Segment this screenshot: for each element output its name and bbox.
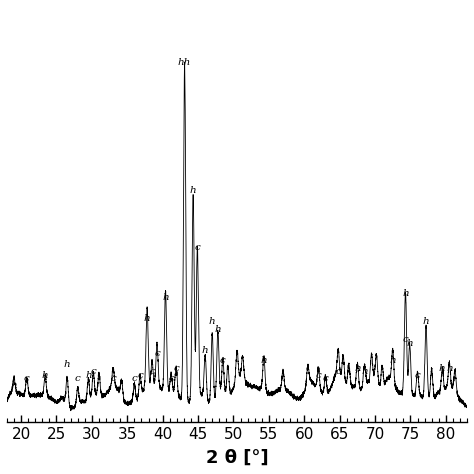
Text: c: c bbox=[110, 374, 116, 383]
Text: c: c bbox=[24, 374, 30, 383]
Text: c: c bbox=[137, 371, 143, 380]
X-axis label: 2 θ [°]: 2 θ [°] bbox=[206, 449, 268, 467]
Text: c: c bbox=[168, 374, 174, 383]
Text: c: c bbox=[75, 374, 81, 383]
Text: h: h bbox=[85, 371, 91, 380]
Text: h: h bbox=[261, 356, 267, 365]
Text: c: c bbox=[149, 367, 155, 376]
Text: c: c bbox=[220, 356, 226, 365]
Text: h: h bbox=[439, 364, 446, 373]
Text: c: c bbox=[323, 374, 328, 383]
Text: h: h bbox=[209, 318, 216, 327]
Text: h: h bbox=[190, 186, 196, 195]
Text: h: h bbox=[354, 364, 361, 373]
Text: c: c bbox=[335, 367, 341, 376]
Text: h: h bbox=[162, 292, 169, 301]
Text: c: c bbox=[415, 371, 420, 380]
Text: h: h bbox=[11, 381, 18, 390]
Text: c: c bbox=[154, 349, 160, 358]
Text: c: c bbox=[194, 243, 200, 252]
Text: h: h bbox=[215, 325, 221, 334]
Text: h: h bbox=[423, 318, 429, 327]
Text: h: h bbox=[361, 367, 368, 376]
Text: c: c bbox=[131, 374, 137, 383]
Text: h: h bbox=[406, 339, 413, 348]
Text: h: h bbox=[390, 356, 396, 365]
Text: c: c bbox=[173, 364, 179, 373]
Text: c: c bbox=[316, 371, 321, 380]
Text: c: c bbox=[91, 367, 96, 376]
Text: h: h bbox=[144, 314, 150, 323]
Text: h: h bbox=[202, 346, 209, 355]
Text: c: c bbox=[402, 335, 408, 344]
Text: h: h bbox=[402, 289, 409, 298]
Text: h: h bbox=[64, 360, 71, 369]
Text: h: h bbox=[42, 371, 48, 380]
Text: h: h bbox=[446, 364, 453, 373]
Text: hh: hh bbox=[178, 58, 191, 67]
